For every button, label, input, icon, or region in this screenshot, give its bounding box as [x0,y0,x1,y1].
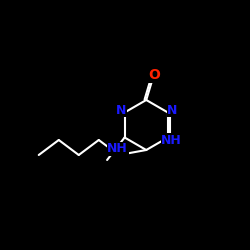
Text: O: O [148,68,160,82]
Text: NH: NH [107,142,128,155]
Text: N: N [116,104,126,117]
Text: N: N [167,104,177,117]
Text: NH: NH [161,134,182,146]
